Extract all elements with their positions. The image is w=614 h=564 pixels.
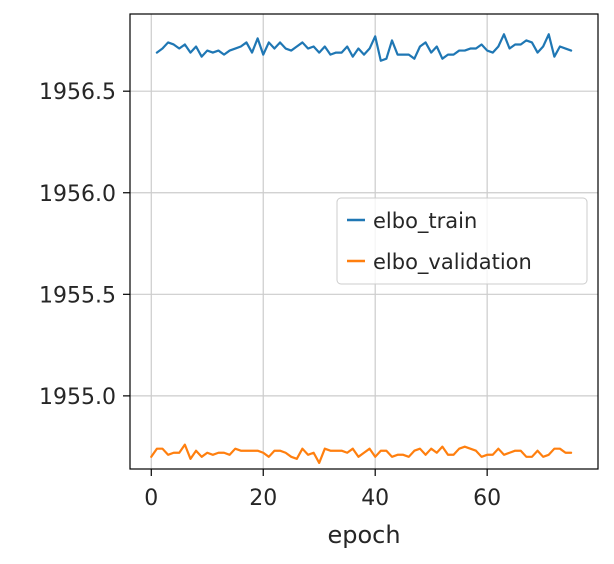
y-tick-label: 1956.0: [39, 182, 116, 207]
x-tick-label: 0: [144, 486, 158, 511]
x-tick-label: 40: [361, 486, 389, 511]
plot-frame: [129, 13, 599, 470]
y-tick-label: 1955.0: [39, 385, 116, 410]
legend-label-elbo-train: elbo_train: [373, 209, 477, 234]
series-line-elbo-validation: [150, 443, 573, 465]
x-axis-label: epoch: [327, 521, 400, 549]
series-lines: [150, 33, 573, 465]
legend-box: [336, 197, 588, 285]
x-tick-label: 60: [473, 486, 501, 511]
series-line-elbo-train: [155, 33, 573, 62]
x-tick-label: 20: [249, 486, 277, 511]
axis-ticks: 0 20 40 60 1955.0 1955.5 1956.0 1956.5: [39, 80, 501, 511]
legend: elbo_train elbo_validation: [336, 197, 588, 285]
legend-label-elbo-validation: elbo_validation: [373, 250, 532, 275]
y-tick-label: 1955.5: [39, 283, 116, 308]
y-tick-label: 1956.5: [39, 80, 116, 105]
